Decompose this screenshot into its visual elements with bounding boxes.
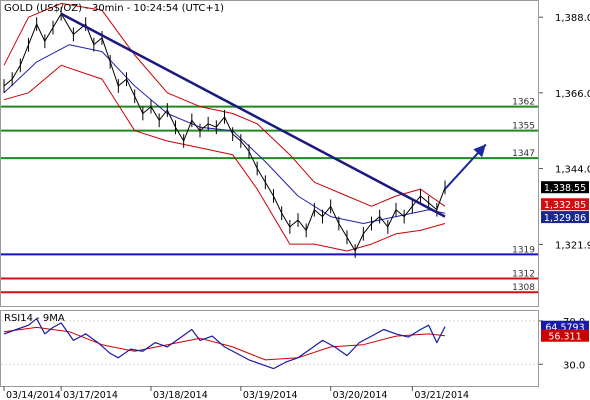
rsi-title: RSI14 - 9MA — [4, 313, 65, 324]
price-y-tick-label: 1,366.0 — [555, 89, 590, 100]
level-label-1312: 1312 — [512, 269, 535, 279]
price-panel — [0, 0, 539, 307]
x-axis-tick-label: 03/21/2014 — [414, 390, 469, 400]
level-label-1362: 1362 — [512, 98, 535, 108]
price-value-box-label: 1,329.86 — [544, 213, 586, 224]
chart-title: GOLD (US$/OZ) - 30min - 10:24:54 (UTC+1) — [4, 3, 224, 14]
x-axis-tick-label: 03/19/2014 — [243, 390, 298, 400]
level-label-1319: 1319 — [512, 245, 535, 255]
x-axis-tick-label: 03/17/2014 — [63, 390, 118, 400]
forecast-arrow-head — [473, 144, 486, 158]
price-value-box — [541, 211, 589, 224]
x-axis-tick-label: 03/20/2014 — [333, 390, 388, 400]
rsi-panel — [0, 310, 539, 387]
bollinger-lower-line — [3, 64, 446, 252]
price-y-tick-label: 1,321.9 — [555, 240, 590, 251]
level-label-1308: 1308 — [512, 283, 535, 293]
price-value-box — [541, 181, 589, 194]
rsi-value-box-label: 56.311 — [548, 332, 581, 343]
price-value-box-label: 1,338.55 — [544, 183, 586, 194]
price-value-box — [541, 198, 589, 211]
rsi-y-tick-label: 30.0 — [563, 360, 585, 371]
price-y-tick-label: 1,344.0 — [555, 164, 590, 175]
rsi-ma-line — [3, 326, 446, 361]
level-label-1347: 1347 — [512, 149, 535, 159]
trendline — [60, 12, 446, 218]
level-label-1355: 1355 — [512, 122, 535, 132]
rsi-value-box — [541, 329, 589, 342]
rsi-value-box-label: 64.5793 — [545, 323, 584, 334]
price-value-box-label: 1,332.85 — [544, 200, 586, 211]
price-y-tick-label: 1,388.0 — [555, 13, 590, 24]
x-axis-tick-label: 03/14/2014 — [6, 390, 61, 400]
x-axis-tick-label: 03/18/2014 — [153, 390, 208, 400]
rsi-line — [3, 318, 446, 370]
bollinger-upper-line — [3, 2, 446, 207]
